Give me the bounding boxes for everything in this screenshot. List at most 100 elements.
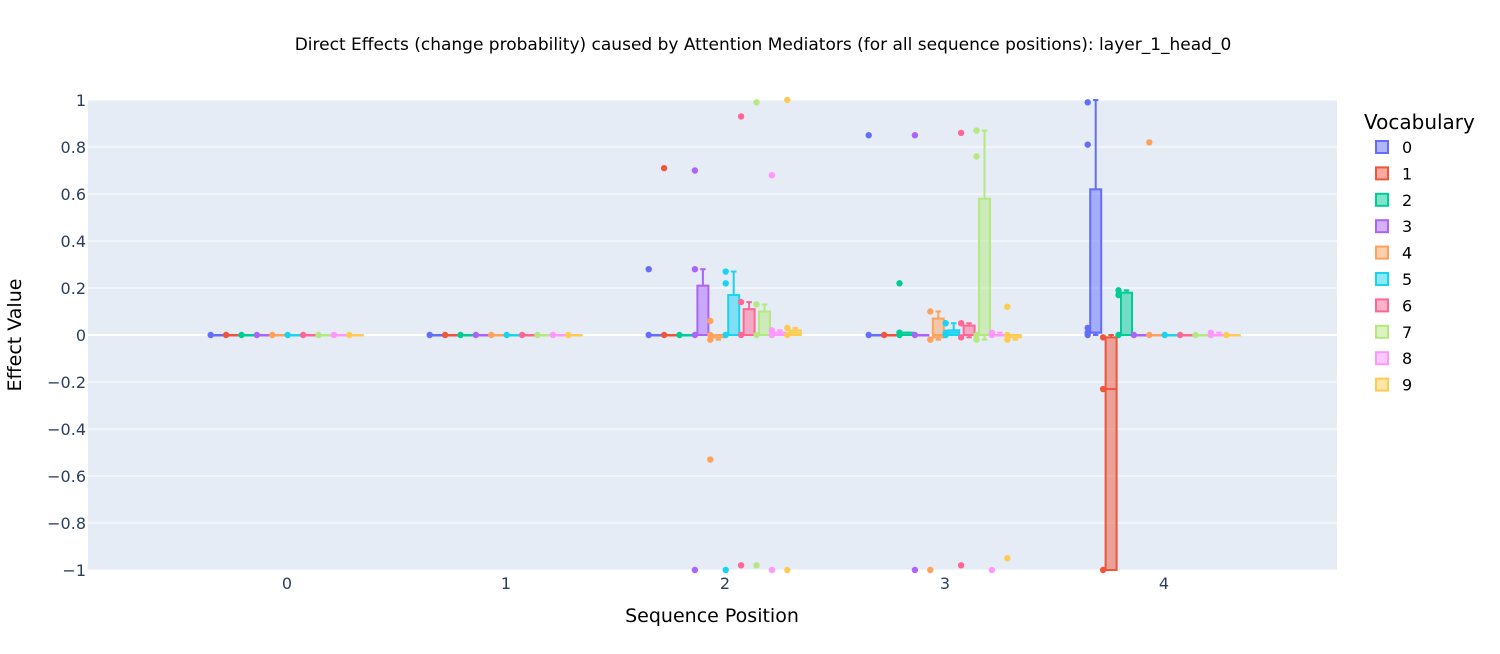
x-tick-label: 0 xyxy=(282,574,292,593)
box-iqr xyxy=(1120,291,1133,337)
legend-swatch xyxy=(1375,324,1389,339)
data-point xyxy=(942,331,949,339)
box-series-0 xyxy=(431,334,445,337)
data-point xyxy=(722,566,729,574)
data-point xyxy=(1176,331,1184,339)
legend-item[interactable]: 1 xyxy=(1375,164,1412,183)
x-axis-ticks: 0 1 2 3 4 xyxy=(282,574,1169,593)
data-point xyxy=(207,331,214,339)
legend-swatch xyxy=(1375,219,1389,234)
legend-item[interactable]: 0 xyxy=(1375,138,1412,157)
data-point xyxy=(1004,303,1011,310)
data-point xyxy=(1115,331,1122,339)
data-point xyxy=(660,164,668,172)
legend-swatch xyxy=(1375,272,1389,286)
data-point xyxy=(988,331,996,339)
data-point xyxy=(927,336,934,343)
data-point xyxy=(346,331,353,339)
data-point xyxy=(1084,324,1091,332)
box-series-2 xyxy=(462,334,475,337)
data-point xyxy=(457,331,464,339)
legend-item[interactable]: 4 xyxy=(1375,244,1412,263)
box-series-1 xyxy=(885,334,899,337)
x-tick-label: 2 xyxy=(720,574,730,593)
data-point xyxy=(269,331,276,339)
data-point xyxy=(927,566,934,574)
box-series-4 xyxy=(1150,334,1164,337)
data-point xyxy=(549,331,557,339)
box-series-2 xyxy=(243,334,256,337)
legend-item[interactable]: 3 xyxy=(1375,217,1412,236)
data-point xyxy=(707,317,714,325)
box-series-7 xyxy=(1197,334,1210,337)
data-point xyxy=(1099,385,1107,393)
data-point xyxy=(707,456,714,463)
data-point xyxy=(737,331,745,339)
data-point xyxy=(315,331,322,339)
legend-swatch xyxy=(1375,140,1389,154)
data-point xyxy=(784,96,791,104)
legend-item[interactable]: 8 xyxy=(1375,349,1412,368)
legend-item[interactable]: 2 xyxy=(1375,191,1412,210)
y-tick-label: −0.2 xyxy=(47,373,86,392)
data-point xyxy=(927,308,934,315)
data-point xyxy=(784,566,791,574)
data-point xyxy=(784,331,791,339)
data-point xyxy=(753,331,760,339)
legend-swatch xyxy=(1375,377,1389,392)
data-point xyxy=(973,336,980,343)
legend-title: Vocabulary xyxy=(1364,110,1475,134)
box-series-2 xyxy=(681,334,694,337)
x-tick-label: 4 xyxy=(1159,574,1169,593)
box-series-7 xyxy=(758,303,771,336)
data-point xyxy=(973,331,980,339)
y-tick-label: 0.8 xyxy=(61,138,86,157)
legend-item[interactable]: 9 xyxy=(1375,376,1412,395)
data-point xyxy=(722,268,729,275)
legend-label: 0 xyxy=(1402,138,1412,157)
legend-item[interactable]: 6 xyxy=(1375,296,1412,315)
data-point xyxy=(768,172,776,179)
data-point xyxy=(238,331,245,339)
box-series-5 xyxy=(1166,334,1180,337)
data-point xyxy=(942,320,949,327)
box-iqr xyxy=(727,294,741,336)
data-point xyxy=(222,331,230,339)
data-point xyxy=(1115,287,1122,294)
legend-label: 6 xyxy=(1402,296,1412,315)
box-series-4 xyxy=(931,310,945,341)
data-point xyxy=(896,280,903,287)
box-series-6 xyxy=(962,322,976,339)
data-point xyxy=(1004,555,1011,562)
y-axis-ticks: 1 0.8 0.6 0.4 0.2 0 −0.2 −0.4 −0.6 −0.8 −1 xyxy=(47,91,86,580)
data-point xyxy=(534,331,541,339)
data-point xyxy=(753,301,760,308)
data-point xyxy=(691,331,699,339)
box-series-7 xyxy=(320,334,333,337)
box-iqr xyxy=(962,324,976,337)
legend-item[interactable]: 5 xyxy=(1375,270,1412,289)
box-series-6 xyxy=(742,301,756,336)
legend-label: 3 xyxy=(1402,217,1412,236)
data-point xyxy=(911,132,919,139)
x-axis-title: Sequence Position xyxy=(625,605,799,627)
box-series-5 xyxy=(727,270,741,336)
box-series-1 xyxy=(446,334,460,337)
box-series-0 xyxy=(650,334,664,337)
legend-item[interactable]: 7 xyxy=(1375,323,1412,342)
box-series-9 xyxy=(350,334,364,337)
chart-title: Direct Effects (change probability) caus… xyxy=(295,35,1232,55)
data-point xyxy=(988,566,996,574)
data-point xyxy=(1099,566,1107,574)
data-point xyxy=(645,331,652,339)
data-point xyxy=(565,331,572,339)
box-series-3 xyxy=(1135,334,1149,337)
y-tick-label: −0.4 xyxy=(47,420,86,439)
box-series-7 xyxy=(978,129,991,341)
box-series-9 xyxy=(569,334,583,337)
legend-label: 7 xyxy=(1402,323,1412,342)
data-point xyxy=(676,331,683,339)
y-tick-label: 0 xyxy=(76,326,86,345)
box-series-1 xyxy=(1104,334,1118,571)
